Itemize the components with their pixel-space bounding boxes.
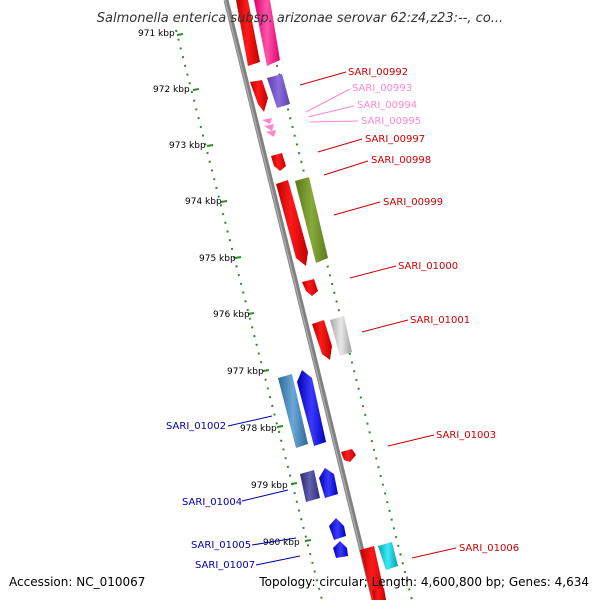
topology-text: Topology: circular; Length: 4,600,800 bp… <box>258 575 589 589</box>
gene-label[interactable]: SARI_01007 <box>195 560 255 571</box>
gene-feature[interactable] <box>297 370 326 446</box>
gene-feature[interactable] <box>372 588 386 600</box>
gene-feature[interactable] <box>254 0 280 66</box>
kbp-label: 980 kbp <box>263 538 300 548</box>
gene-feature[interactable] <box>266 130 276 137</box>
gene-feature[interactable] <box>333 541 348 558</box>
gene-feature[interactable] <box>278 374 308 448</box>
gene-label[interactable]: SARI_00992 <box>348 67 408 78</box>
label-leader-lines <box>227 71 457 566</box>
gene-feature[interactable] <box>312 320 332 360</box>
gene-features <box>236 0 398 600</box>
gene-label[interactable]: SARI_01000 <box>398 261 458 272</box>
kbp-label: 974 kbp <box>185 197 222 207</box>
gene-label[interactable]: SARI_01002 <box>166 421 226 432</box>
kbp-label: 978 kbp <box>240 424 277 434</box>
kbp-label: 972 kbp <box>153 85 190 95</box>
gene-label[interactable]: SARI_01003 <box>436 430 496 441</box>
gene-feature[interactable] <box>267 74 290 108</box>
gene-labels: SARI_00992 SARI_00993 SARI_00994 SARI_00… <box>166 67 519 571</box>
kbp-label: 979 kbp <box>251 481 288 491</box>
gene-label[interactable]: SARI_00993 <box>352 83 412 94</box>
gene-feature[interactable] <box>302 279 318 296</box>
kbp-labels: 971 kbp 972 kbp 973 kbp 974 kbp 975 kbp … <box>138 29 300 548</box>
gene-feature[interactable] <box>262 118 272 124</box>
gene-feature[interactable] <box>319 468 338 498</box>
gene-feature[interactable] <box>271 153 286 171</box>
kbp-tick-marks <box>176 33 312 542</box>
gene-feature[interactable] <box>330 316 352 356</box>
kbp-label: 976 kbp <box>213 310 250 320</box>
gene-label[interactable]: SARI_01004 <box>182 497 242 508</box>
kbp-label: 977 kbp <box>227 367 264 377</box>
gene-feature[interactable] <box>276 180 308 266</box>
gene-label[interactable]: SARI_01001 <box>410 315 470 326</box>
gene-feature[interactable] <box>295 177 328 263</box>
gene-feature[interactable] <box>236 0 260 66</box>
gene-feature[interactable] <box>264 124 274 131</box>
gene-label[interactable]: SARI_00997 <box>365 134 425 145</box>
kbp-label: 975 kbp <box>199 254 236 264</box>
gene-feature[interactable] <box>341 449 356 462</box>
gene-label[interactable]: SARI_01005 <box>191 540 251 551</box>
genome-backbone <box>223 0 377 600</box>
kbp-label: 973 kbp <box>169 141 206 151</box>
gene-label[interactable]: SARI_00994 <box>357 100 417 111</box>
gene-label[interactable]: SARI_00999 <box>383 197 443 208</box>
gene-label[interactable]: SARI_00995 <box>361 116 421 127</box>
gene-feature[interactable] <box>378 542 398 570</box>
map-title: Salmonella enterica subsp. arizonae sero… <box>97 11 503 26</box>
gene-feature[interactable] <box>329 518 346 540</box>
gene-feature[interactable] <box>360 546 386 600</box>
gene-feature[interactable] <box>250 80 268 112</box>
kbp-label: 971 kbp <box>138 29 175 39</box>
gene-label[interactable]: SARI_01006 <box>459 543 519 554</box>
accession-text: Accession: NC_010067 <box>9 575 145 589</box>
gene-label[interactable]: SARI_00998 <box>371 155 431 166</box>
gene-feature[interactable] <box>300 470 320 502</box>
